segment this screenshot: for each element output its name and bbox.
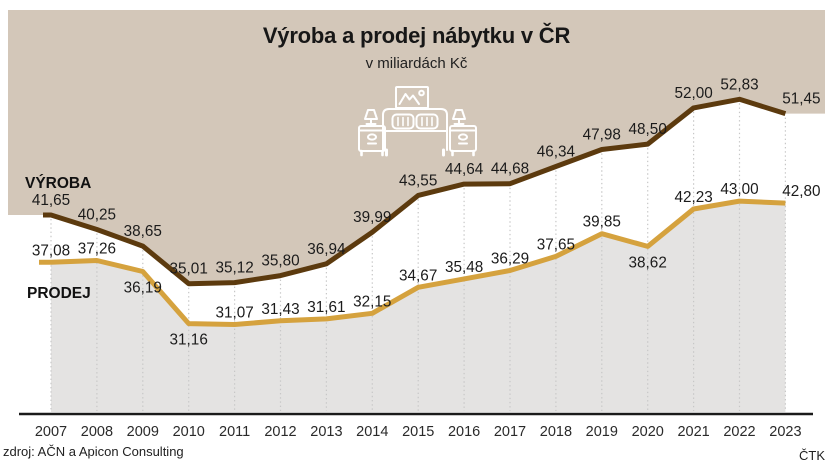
vyroba-value-label: 44,64 [445, 161, 484, 178]
vyroba-value-label: 44,68 [491, 161, 529, 178]
prodej-value-label: 37,08 [32, 242, 70, 259]
agency-credit: ČTK [799, 448, 825, 463]
prodej-line [39, 198, 786, 327]
nightstand-left-icon [358, 125, 386, 157]
prodej-value-label: 36,19 [124, 280, 162, 297]
source-credit: zdroj: AČN a Apicon Consulting [3, 444, 184, 459]
prodej-value-label: 43,00 [720, 181, 758, 198]
series-label-vyroba: VÝROBA [25, 175, 92, 192]
year-tick-label: 2012 [264, 424, 296, 440]
lamp-right-icon [452, 109, 466, 125]
vyroba-value-label: 52,00 [674, 85, 712, 102]
prodej-value-label: 42,80 [782, 183, 820, 200]
vyroba-value-label: 35,80 [261, 253, 299, 270]
prodej-value-label: 34,67 [399, 267, 437, 284]
series-label-prodej: PRODEJ [27, 285, 91, 302]
vyroba-line [43, 96, 787, 287]
prodej-value-label: 31,16 [170, 332, 208, 349]
prodej-value-label: 36,29 [491, 251, 529, 268]
vyroba-value-label: 47,98 [583, 127, 621, 144]
year-tick-label: 2017 [494, 424, 526, 440]
bed-icon [382, 108, 448, 157]
year-tick-label: 2022 [723, 424, 755, 440]
year-tick-label: 2007 [35, 424, 67, 440]
year-tick-label: 2019 [586, 424, 618, 440]
vyroba-value-label: 36,94 [307, 241, 346, 258]
prodej-value-label: 37,65 [537, 236, 575, 253]
vyroba-value-label: 43,55 [399, 172, 437, 189]
vyroba-value-label: 51,45 [782, 91, 820, 108]
vyroba-value-label: 38,65 [124, 223, 162, 240]
year-tick-label: 2008 [81, 424, 113, 440]
prodej-value-label: 38,62 [629, 254, 667, 271]
year-tick-label: 2023 [769, 424, 801, 440]
prodej-value-label: 35,48 [445, 259, 483, 276]
vyroba-value-label: 39,99 [353, 209, 391, 226]
year-tick-label: 2014 [356, 424, 388, 440]
vyroba-value-label: 48,50 [629, 121, 667, 138]
year-tick-label: 2018 [540, 424, 572, 440]
year-tick-label: 2016 [448, 424, 480, 440]
prodej-value-label: 39,85 [583, 214, 621, 231]
picture-frame-icon [395, 86, 429, 109]
vyroba-value-label: 52,83 [720, 76, 758, 93]
bedroom-icon [358, 86, 477, 157]
year-tick-label: 2013 [310, 424, 342, 440]
chart-subtitle: v miliardách Kč [365, 55, 468, 72]
vyroba-value-label: 35,12 [215, 260, 253, 277]
year-tick-label: 2010 [173, 424, 205, 440]
prodej-value-label: 42,23 [674, 189, 712, 206]
lamp-left-icon [364, 109, 378, 125]
year-tick-label: 2011 [219, 424, 250, 440]
year-tick-label: 2015 [402, 424, 434, 440]
prodej-value-label: 31,61 [307, 299, 345, 316]
vyroba-value-label: 41,65 [32, 192, 70, 209]
prodej-value-label: 31,07 [215, 305, 253, 322]
year-tick-label: 2020 [632, 424, 664, 440]
prodej-value-label: 32,15 [353, 293, 391, 310]
nightstand-right-icon [449, 125, 477, 157]
vyroba-value-label: 40,25 [78, 207, 116, 224]
prodej-value-label: 31,43 [261, 301, 299, 318]
vyroba-area-fill [8, 10, 825, 284]
vyroba-value-label: 46,34 [537, 144, 576, 161]
chart-title: Výroba a prodej nábytku v ČR [262, 23, 571, 48]
year-tick-label: 2021 [677, 424, 709, 440]
vyroba-value-label: 35,01 [170, 261, 208, 278]
prodej-value-label: 37,26 [78, 241, 116, 258]
year-tick-label: 2009 [127, 424, 159, 440]
